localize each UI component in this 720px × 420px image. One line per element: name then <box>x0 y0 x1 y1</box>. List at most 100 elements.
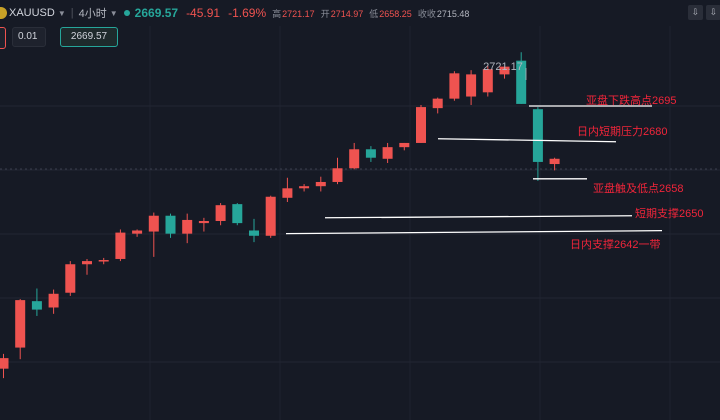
candles-layer <box>0 52 560 379</box>
candle <box>416 104 426 143</box>
candle-body <box>549 158 560 165</box>
candle-body <box>332 168 343 182</box>
candle-body <box>48 293 59 308</box>
candle <box>249 218 259 243</box>
candle-body <box>82 261 92 265</box>
price-change: -45.91 <box>186 6 221 20</box>
candle <box>382 142 393 163</box>
candle-body <box>182 219 193 234</box>
candle-body <box>532 109 543 162</box>
candle <box>165 213 176 238</box>
candle <box>265 195 276 238</box>
candle-body <box>215 205 226 221</box>
level-label: 亚盘触及低点2658 <box>593 181 683 195</box>
candle-body <box>499 66 510 75</box>
candle <box>132 229 143 237</box>
high-price-label: 2721.17 <box>483 61 523 73</box>
ohlc-high-label: 高 <box>272 8 282 19</box>
ohlc-low: 低2658.25 <box>369 7 412 20</box>
candle-body <box>449 73 460 99</box>
candle-body <box>15 300 26 348</box>
candle-body <box>31 301 42 310</box>
candle-body <box>382 147 393 159</box>
header-divider: | <box>70 7 74 19</box>
candle-body <box>432 98 443 109</box>
candle-body <box>466 74 477 97</box>
buy-button[interactable]: 2669.57 <box>60 27 118 47</box>
candle <box>65 261 76 296</box>
candle <box>198 217 209 232</box>
candle-body <box>0 358 9 369</box>
candle-body <box>315 181 326 187</box>
candle <box>499 66 510 79</box>
chart-tools-icon[interactable]: ⇩ <box>688 5 703 20</box>
candle <box>532 107 543 181</box>
candle <box>349 142 360 170</box>
ohlc-close: 收收2715.48 <box>418 7 470 20</box>
timeframe-chevron-icon[interactable]: ▼ <box>109 8 118 18</box>
candle-body <box>516 60 527 104</box>
candle <box>215 203 226 226</box>
ohlc-low-label: 低 <box>369 8 379 19</box>
candle-body <box>198 221 209 224</box>
ohlc-high-value: 2721.17 <box>282 8 315 19</box>
candle-body <box>282 188 293 198</box>
price-change-percent: -1.69% <box>228 6 267 20</box>
candle-body <box>299 186 310 189</box>
candle-body <box>232 204 243 224</box>
candle-body <box>165 215 176 234</box>
level-label: 日内支撑2642一带 <box>570 237 660 251</box>
candle <box>98 257 109 265</box>
candle <box>232 203 243 226</box>
candle <box>432 97 443 114</box>
level-label: 亚盘下跌高点2695 <box>586 93 676 107</box>
quantity-input[interactable]: 0.01 <box>12 27 46 47</box>
candle <box>0 353 9 379</box>
candle <box>332 157 343 185</box>
candle-body <box>148 215 159 232</box>
candle-body <box>399 142 410 148</box>
candle <box>482 65 493 97</box>
candle <box>282 177 293 203</box>
ohlc-close-value: 2715.48 <box>436 8 470 19</box>
candle <box>449 71 460 101</box>
candle <box>48 289 59 314</box>
ohlc-open-label: 开 <box>320 8 330 19</box>
gold-coin-icon <box>0 7 7 19</box>
sell-button[interactable] <box>0 27 6 49</box>
candle-body <box>482 69 493 93</box>
candle <box>549 157 560 171</box>
candle <box>15 299 26 360</box>
ohlc-open: 开2714.97 <box>321 7 364 20</box>
level-line <box>324 215 633 219</box>
ohlc-high: 高2721.17 <box>272 7 315 20</box>
market-open-dot-icon <box>123 10 130 16</box>
chart-settings-icon[interactable]: ⇩ <box>706 5 720 20</box>
candle-body <box>349 149 360 169</box>
ohlc-close-label: 收收 <box>417 8 436 19</box>
candle <box>466 70 477 105</box>
candle <box>82 258 92 275</box>
chevron-down-icon[interactable]: ▼ <box>57 8 66 18</box>
level-lines-layer <box>285 105 663 235</box>
symbol-name[interactable]: XAUUSD <box>9 7 55 19</box>
last-price: 2669.57 <box>134 6 179 20</box>
chart-grid <box>0 26 720 420</box>
ohlc-low-value: 2658.25 <box>379 8 412 19</box>
candle <box>299 184 310 192</box>
candle-body <box>98 260 109 262</box>
candle-body <box>249 230 259 236</box>
candle-body <box>265 196 276 236</box>
level-label: 日内短期压力2680 <box>577 124 667 138</box>
candle-body <box>365 149 376 158</box>
candle-body <box>132 230 143 234</box>
level-line <box>437 138 617 143</box>
level-line <box>285 230 663 235</box>
candle <box>315 176 326 192</box>
timeframe-label[interactable]: 4小时 <box>78 8 107 20</box>
level-labels-layer: 亚盘下跌高点2695 日内短期压力2680 亚盘触及低点2658 短期支撑2650 日内… <box>525 68 703 251</box>
candle <box>516 52 527 104</box>
candle <box>148 212 159 257</box>
level-label: 短期支撑2650 <box>635 206 703 220</box>
